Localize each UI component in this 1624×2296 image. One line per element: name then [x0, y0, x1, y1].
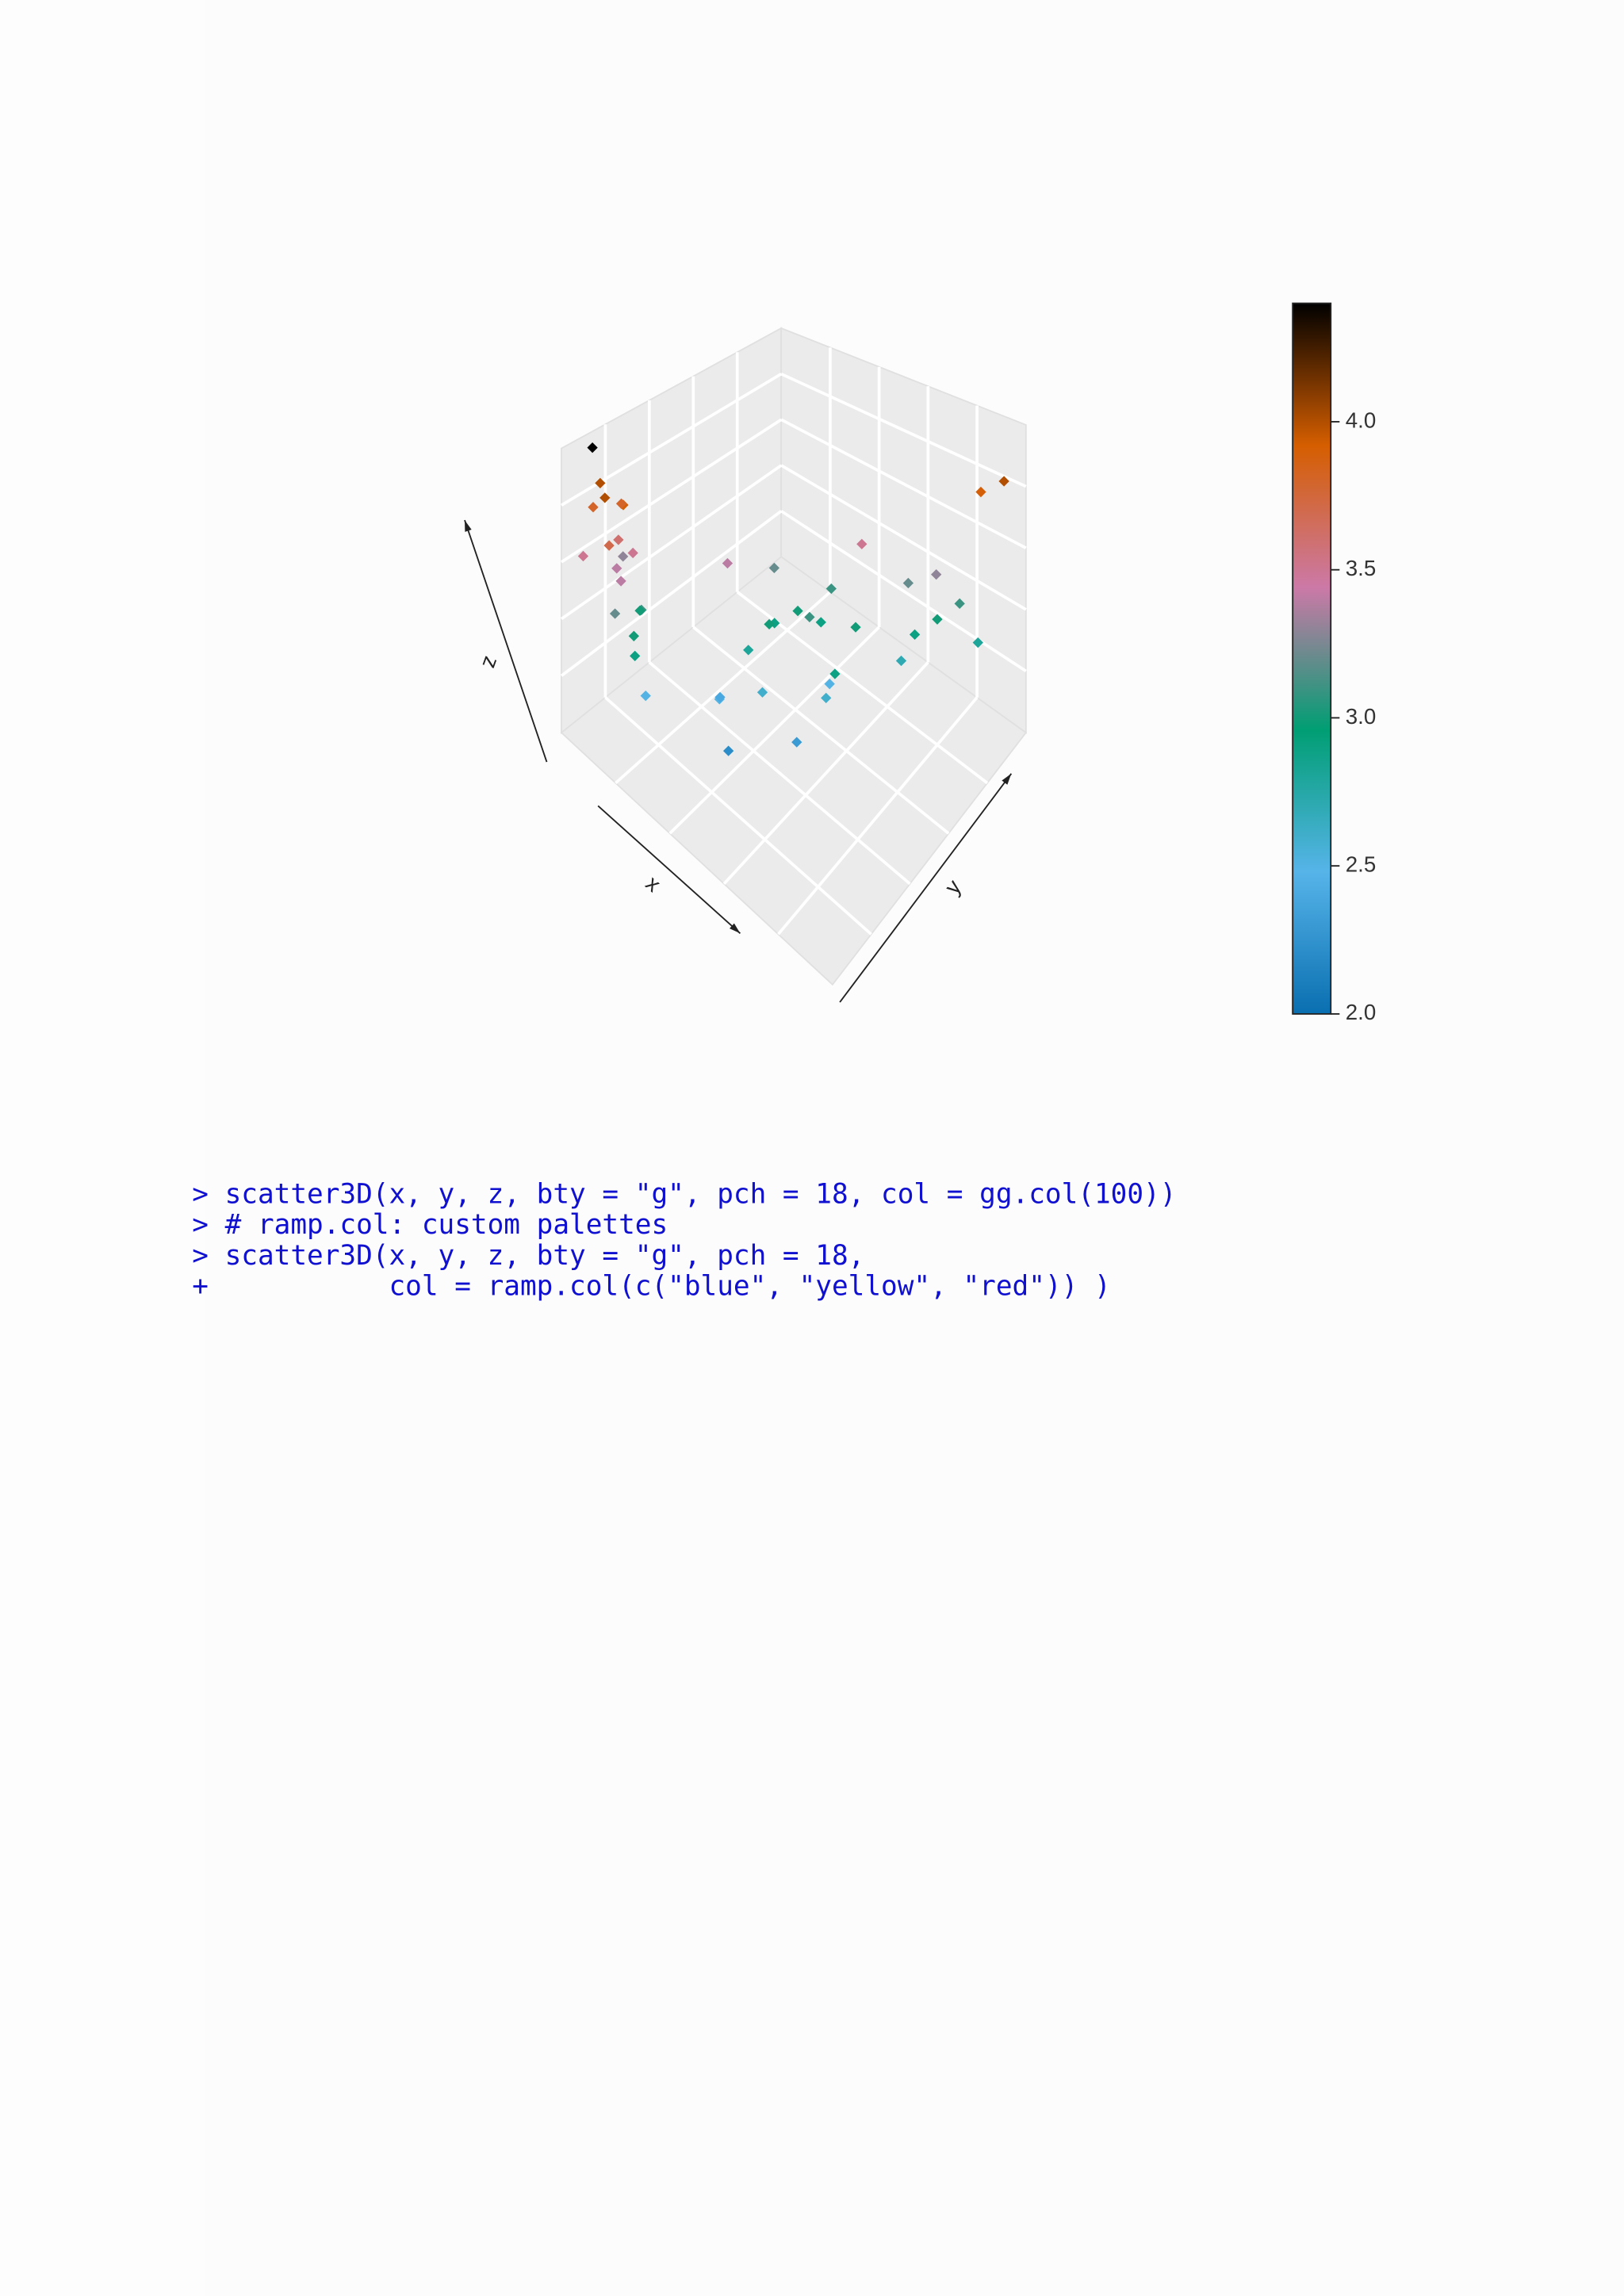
- point: [825, 583, 837, 595]
- point: [792, 605, 803, 617]
- point: [618, 551, 629, 562]
- colorbar-tick-label: 4.0: [1346, 408, 1377, 432]
- point: [627, 547, 638, 559]
- arrow-head: [1002, 773, 1012, 785]
- code-line: + col = ramp.col(c("blue", "yellow", "re…: [192, 1271, 1110, 1303]
- point: [764, 618, 775, 629]
- axis-arrow: [464, 519, 548, 763]
- code-line: > scatter3D(x, y, z, bty = "g", pch = 18…: [192, 1178, 1176, 1210]
- grid-line: [560, 464, 783, 621]
- arrow-head: [464, 520, 472, 532]
- grid-line: [648, 660, 911, 886]
- grid-line: [604, 696, 872, 936]
- point: [603, 540, 615, 551]
- plot: zx y2.02.53.03.54.0: [464, 302, 1377, 1024]
- point: [768, 562, 780, 574]
- code-line: > # ramp.col: custom palettes: [192, 1209, 668, 1241]
- point: [975, 486, 986, 498]
- point: [588, 502, 599, 513]
- point: [609, 608, 621, 619]
- point: [998, 476, 1009, 487]
- axis-arrow: [839, 773, 1013, 1003]
- grid-line: [780, 510, 1027, 672]
- grid-line: [780, 372, 1027, 488]
- point: [909, 629, 921, 641]
- point: [954, 598, 965, 609]
- grid-line: [560, 510, 783, 677]
- point: [804, 611, 815, 623]
- point: [824, 679, 835, 690]
- point: [769, 618, 780, 629]
- colorbar-tick-label: 2.0: [1346, 1000, 1377, 1024]
- point: [829, 668, 841, 679]
- colorbar-tick-label: 3.5: [1346, 556, 1377, 580]
- code-block: > scatter3D(x, y, z, bty = "g", pch = 18…: [192, 1178, 1176, 1302]
- colorbar: [1292, 302, 1332, 1015]
- axis-arrow: [597, 805, 741, 934]
- grid-line: [780, 464, 1027, 611]
- colorbar-tick-label: 2.5: [1346, 851, 1377, 876]
- point: [856, 538, 868, 549]
- grid-line: [615, 591, 832, 785]
- point: [722, 745, 734, 756]
- point: [714, 691, 726, 702]
- point: [630, 650, 641, 662]
- point: [972, 637, 983, 649]
- grid-line: [777, 696, 979, 936]
- point: [615, 576, 626, 587]
- point: [815, 617, 826, 628]
- point: [931, 568, 942, 580]
- point: [932, 614, 943, 625]
- grid-line: [722, 661, 929, 886]
- background: [205, 0, 1624, 2296]
- grid-line: [560, 418, 783, 564]
- colorbar-tick-label: 3.0: [1346, 704, 1377, 729]
- grid-line: [668, 626, 880, 835]
- grid-line: [692, 626, 950, 835]
- point: [595, 477, 606, 489]
- point: [850, 622, 861, 633]
- arrow-head: [730, 923, 741, 934]
- grid-line: [780, 418, 1027, 549]
- code-line: > scatter3D(x, y, z, bty = "g", pch = 18…: [192, 1240, 864, 1272]
- point: [791, 737, 802, 748]
